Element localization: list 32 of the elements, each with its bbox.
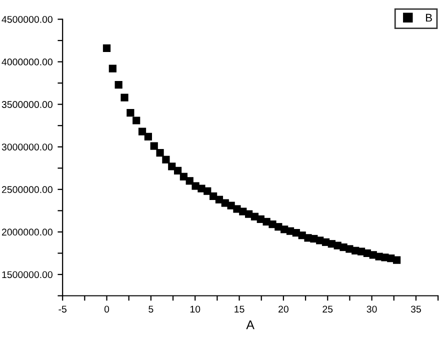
point [102,44,111,52]
point [393,256,401,264]
x-tick-label: 30 [366,306,377,313]
y-tick-label: 1500000.00 [2,271,52,278]
point [138,128,146,136]
x-tick-label: 15 [234,306,244,313]
y-tick-label: 2000000.00 [2,228,52,236]
x-tick-label: 5 [148,306,154,313]
y-tick-label: 3500000.00 [2,101,52,108]
x-tick-label: 0 [104,306,110,313]
point [144,132,152,140]
point [162,156,170,164]
point [126,109,134,117]
x-tick-label: -5 [58,306,66,313]
y-tick-label: 4000000.00 [2,58,52,66]
y-tick-label: 4500000.00 [2,16,52,23]
point [114,80,122,89]
point [150,142,158,150]
point [156,149,164,157]
y-tick-label: 3000000.00 [2,144,52,150]
y-tick-label: 2500000.00 [2,186,52,194]
x-tick-label: 25 [322,306,333,313]
x-tick-label: 35 [410,306,421,313]
point [174,166,182,174]
x-tick-label: 10 [190,306,200,313]
point [108,64,116,72]
legend-label: B [426,14,432,22]
x-axis-title: A [246,320,254,330]
point [132,116,140,124]
point [204,187,212,195]
x-tick-label: 20 [278,306,288,313]
point [120,94,128,102]
